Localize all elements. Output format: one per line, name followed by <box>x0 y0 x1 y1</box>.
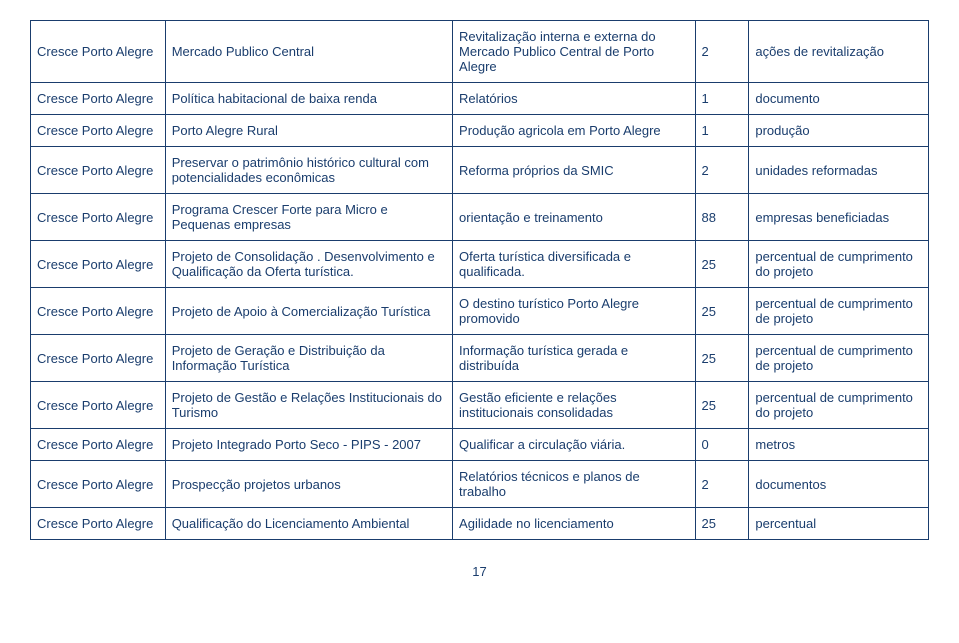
cell-valor: 1 <box>695 115 749 147</box>
cell-unidade: percentual de cumprimento de projeto <box>749 335 929 382</box>
cell-unidade: ações de revitalização <box>749 21 929 83</box>
cell-projeto: Qualificação do Licenciamento Ambiental <box>165 508 452 540</box>
cell-programa: Cresce Porto Alegre <box>31 382 166 429</box>
cell-programa: Cresce Porto Alegre <box>31 461 166 508</box>
cell-unidade: metros <box>749 429 929 461</box>
cell-produto: Qualificar a circulação viária. <box>453 429 695 461</box>
cell-programa: Cresce Porto Alegre <box>31 194 166 241</box>
cell-programa: Cresce Porto Alegre <box>31 21 166 83</box>
cell-valor: 25 <box>695 508 749 540</box>
cell-programa: Cresce Porto Alegre <box>31 83 166 115</box>
cell-projeto: Projeto de Consolidação . Desenvolviment… <box>165 241 452 288</box>
cell-produto: orientação e treinamento <box>453 194 695 241</box>
cell-produto: Revitalização interna e externa do Merca… <box>453 21 695 83</box>
cell-valor: 2 <box>695 461 749 508</box>
cell-produto: O destino turístico Porto Alegre promovi… <box>453 288 695 335</box>
cell-produto: Informação turística gerada e distribuíd… <box>453 335 695 382</box>
cell-projeto: Projeto de Gestão e Relações Institucion… <box>165 382 452 429</box>
cell-projeto: Projeto Integrado Porto Seco - PIPS - 20… <box>165 429 452 461</box>
cell-valor: 2 <box>695 147 749 194</box>
cell-programa: Cresce Porto Alegre <box>31 429 166 461</box>
table-row: Cresce Porto Alegre Projeto de Gestão e … <box>31 382 929 429</box>
cell-projeto: Programa Crescer Forte para Micro e Pequ… <box>165 194 452 241</box>
cell-projeto: Mercado Publico Central <box>165 21 452 83</box>
cell-unidade: produção <box>749 115 929 147</box>
cell-unidade: documentos <box>749 461 929 508</box>
cell-valor: 25 <box>695 288 749 335</box>
cell-projeto: Preservar o patrimônio histórico cultura… <box>165 147 452 194</box>
table-row: Cresce Porto Alegre Projeto de Geração e… <box>31 335 929 382</box>
table-row: Cresce Porto Alegre Projeto de Apoio à C… <box>31 288 929 335</box>
cell-programa: Cresce Porto Alegre <box>31 115 166 147</box>
cell-valor: 0 <box>695 429 749 461</box>
cell-unidade: percentual de cumprimento do projeto <box>749 382 929 429</box>
cell-valor: 25 <box>695 382 749 429</box>
cell-valor: 25 <box>695 241 749 288</box>
cell-produto: Oferta turística diversificada e qualifi… <box>453 241 695 288</box>
table-row: Cresce Porto Alegre Preservar o patrimôn… <box>31 147 929 194</box>
table-row: Cresce Porto Alegre Programa Crescer For… <box>31 194 929 241</box>
cell-produto: Gestão eficiente e relações instituciona… <box>453 382 695 429</box>
table-row: Cresce Porto Alegre Projeto de Consolida… <box>31 241 929 288</box>
cell-unidade: percentual de cumprimento do projeto <box>749 241 929 288</box>
table-row: Cresce Porto Alegre Mercado Publico Cent… <box>31 21 929 83</box>
cell-valor: 88 <box>695 194 749 241</box>
cell-produto: Relatórios técnicos e planos de trabalho <box>453 461 695 508</box>
cell-projeto: Prospecção projetos urbanos <box>165 461 452 508</box>
table-body: Cresce Porto Alegre Mercado Publico Cent… <box>31 21 929 540</box>
cell-programa: Cresce Porto Alegre <box>31 288 166 335</box>
cell-programa: Cresce Porto Alegre <box>31 335 166 382</box>
table-row: Cresce Porto Alegre Projeto Integrado Po… <box>31 429 929 461</box>
cell-programa: Cresce Porto Alegre <box>31 147 166 194</box>
cell-unidade: documento <box>749 83 929 115</box>
data-table: Cresce Porto Alegre Mercado Publico Cent… <box>30 20 929 540</box>
cell-unidade: unidades reformadas <box>749 147 929 194</box>
table-row: Cresce Porto Alegre Política habitaciona… <box>31 83 929 115</box>
table-row: Cresce Porto Alegre Prospecção projetos … <box>31 461 929 508</box>
cell-projeto: Projeto de Apoio à Comercialização Turís… <box>165 288 452 335</box>
cell-projeto: Porto Alegre Rural <box>165 115 452 147</box>
cell-produto: Produção agricola em Porto Alegre <box>453 115 695 147</box>
cell-valor: 2 <box>695 21 749 83</box>
cell-programa: Cresce Porto Alegre <box>31 508 166 540</box>
cell-programa: Cresce Porto Alegre <box>31 241 166 288</box>
page-number: 17 <box>30 564 929 579</box>
cell-projeto: Projeto de Geração e Distribuição da Inf… <box>165 335 452 382</box>
table-row: Cresce Porto Alegre Qualificação do Lice… <box>31 508 929 540</box>
cell-produto: Agilidade no licenciamento <box>453 508 695 540</box>
cell-projeto: Política habitacional de baixa renda <box>165 83 452 115</box>
cell-unidade: empresas beneficiadas <box>749 194 929 241</box>
cell-valor: 25 <box>695 335 749 382</box>
cell-produto: Reforma próprios da SMIC <box>453 147 695 194</box>
table-row: Cresce Porto Alegre Porto Alegre Rural P… <box>31 115 929 147</box>
cell-unidade: percentual de cumprimento de projeto <box>749 288 929 335</box>
cell-unidade: percentual <box>749 508 929 540</box>
cell-produto: Relatórios <box>453 83 695 115</box>
cell-valor: 1 <box>695 83 749 115</box>
